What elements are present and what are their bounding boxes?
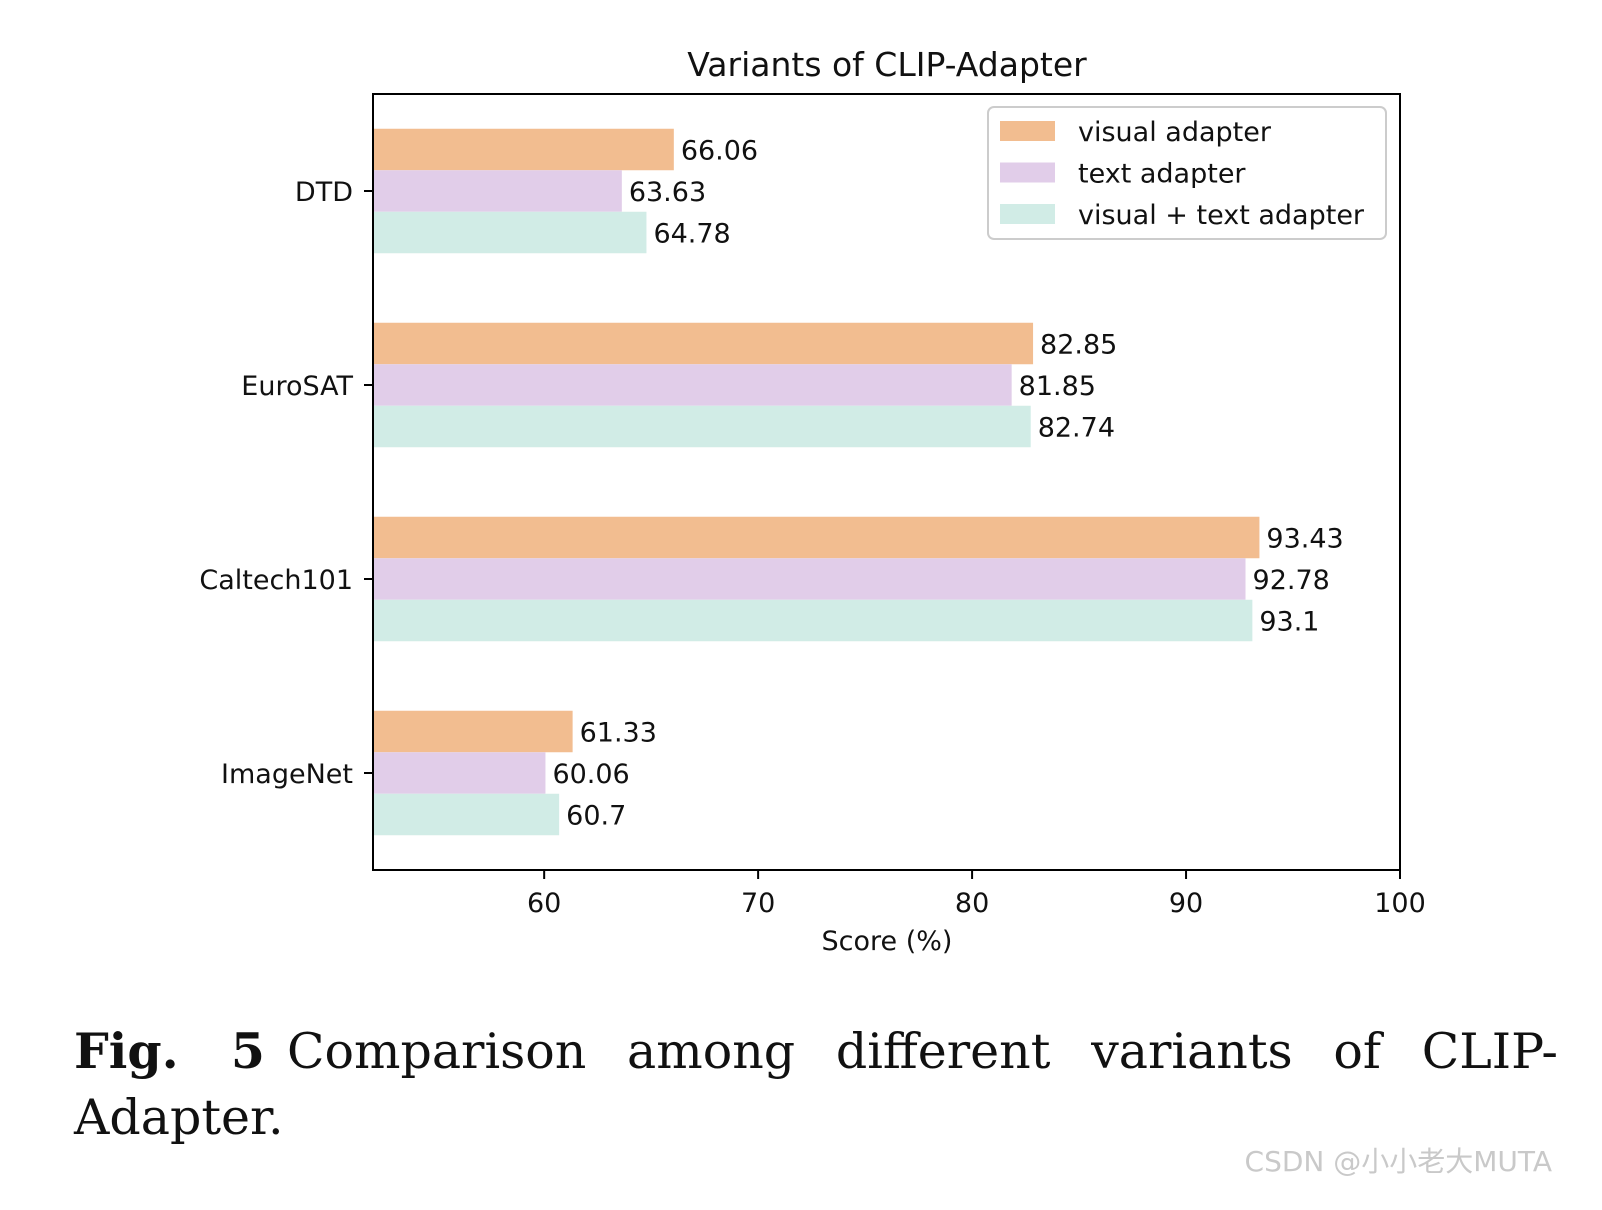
bar-dtd-series-2 [373, 211, 647, 254]
legend-label-0: visual adapter [1078, 117, 1272, 148]
data-label-dtd-series-2: 64.78 [653, 219, 730, 250]
legend-label-2: visual + text adapter [1078, 200, 1365, 231]
x-tick-label-80: 80 [955, 888, 989, 919]
plot-frame [372, 93, 1401, 871]
y-axis: DTD EuroSAT Caltech101 ImageNet [199, 177, 373, 790]
bars-layer [373, 128, 1260, 836]
watermark: CSDN @小小老大MUTA [1244, 1145, 1552, 1178]
data-labels-layer: 66.06 63.63 64.78 82.85 81.85 82.74 93.43 92.78… [552, 136, 1343, 832]
bar-eurosat-series-0 [373, 322, 1034, 365]
bar-eurosat-series-1 [373, 364, 1012, 406]
figure-caption: Fig. 5 Comparison among different variant… [74, 1018, 1558, 1151]
bar-chart: Variants of CLIP-Adapter 66.06 63.63 64.78… [199, 45, 1426, 957]
data-label-imagenet-series-0: 61.33 [580, 718, 657, 749]
y-tick-label-caltech101: Caltech101 [199, 565, 353, 596]
data-label-dtd-series-0: 66.06 [681, 136, 758, 167]
caption-label: Fig. 5 [74, 1022, 266, 1080]
caption-text: Comparison among different variants of C… [74, 1023, 1558, 1146]
legend-label-1: text adapter [1078, 159, 1246, 190]
data-label-caltech101-series-2: 93.1 [1259, 607, 1319, 638]
x-tick-label-70: 70 [741, 888, 775, 919]
legend: visual adapter text adapter visual + text … [987, 106, 1387, 240]
data-label-imagenet-series-2: 60.7 [566, 801, 626, 832]
bar-caltech101-series-0 [373, 516, 1260, 559]
x-tick-label-100: 100 [1374, 888, 1426, 919]
bar-caltech101-series-1 [373, 558, 1246, 600]
data-label-imagenet-series-1: 60.06 [552, 759, 629, 790]
data-label-eurosat-series-0: 82.85 [1040, 330, 1117, 361]
chart-title: Variants of CLIP-Adapter [687, 45, 1087, 84]
legend-swatch-0 [1000, 121, 1055, 141]
y-tick-label-imagenet: ImageNet [221, 759, 353, 790]
data-label-eurosat-series-1: 81.85 [1019, 371, 1096, 402]
data-label-caltech101-series-0: 93.43 [1266, 524, 1343, 555]
y-tick-label-dtd: DTD [295, 177, 353, 208]
bar-dtd-series-0 [373, 128, 674, 171]
data-label-eurosat-series-2: 82.74 [1038, 413, 1115, 444]
bar-imagenet-series-1 [373, 752, 546, 794]
bar-imagenet-series-2 [373, 793, 560, 836]
y-tick-label-eurosat: EuroSAT [241, 371, 353, 402]
x-tick-label-90: 90 [1169, 888, 1203, 919]
bar-eurosat-series-2 [373, 405, 1031, 448]
data-label-dtd-series-1: 63.63 [629, 177, 706, 208]
bar-dtd-series-1 [373, 170, 622, 212]
data-label-caltech101-series-1: 92.78 [1253, 565, 1330, 596]
x-tick-label-60: 60 [527, 888, 561, 919]
bar-caltech101-series-2 [373, 599, 1253, 642]
legend-frame [987, 106, 1387, 240]
bar-imagenet-series-0 [373, 710, 573, 753]
legend-swatch-2 [1000, 204, 1055, 224]
x-axis: 60 70 80 90 100 [527, 870, 1426, 919]
legend-swatch-1 [1000, 162, 1055, 183]
x-axis-label: Score (%) [822, 926, 953, 957]
